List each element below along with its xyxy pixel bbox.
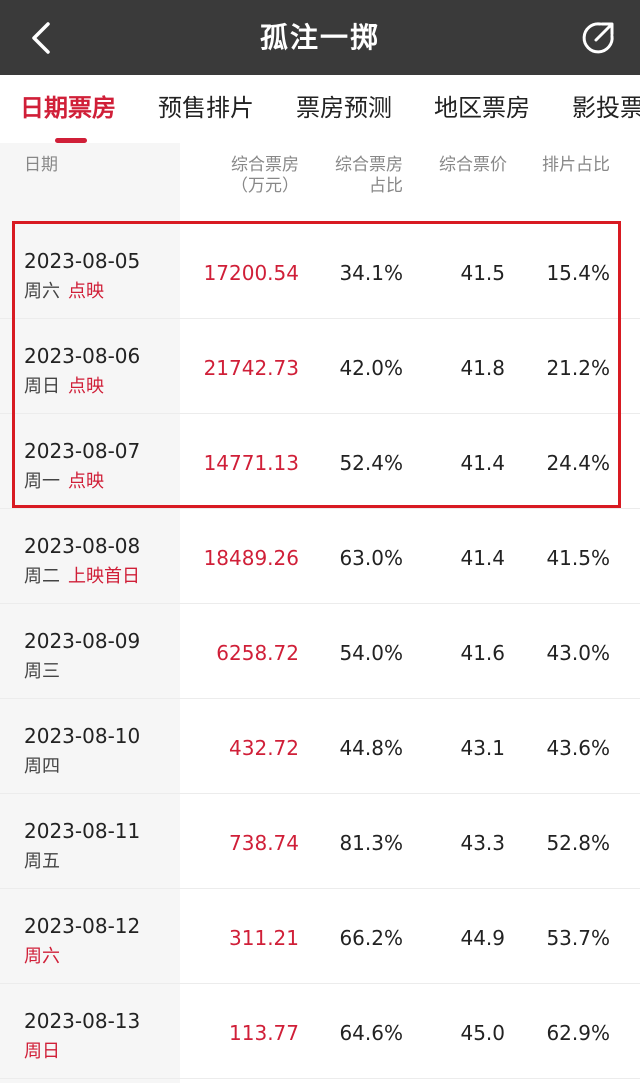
weekday-label: 周一 (24, 471, 60, 492)
row-weekday: 周二 上映首日 (24, 562, 140, 588)
share-button[interactable] (574, 14, 622, 62)
row-schedule: 52.8% (546, 831, 610, 855)
row-price: 43.1 (460, 736, 505, 760)
row-weekday: 周四 (24, 756, 60, 777)
row-price: 45.0 (460, 1021, 505, 1045)
row-share: 54.0% (339, 641, 403, 665)
weekday-label: 周日 (24, 376, 60, 397)
table-row[interactable]: 2023-08-10 周四 432.72 44.8% 43.1 43.6% (0, 698, 640, 794)
header-share: 综合票房 占比 (335, 155, 403, 197)
box-office-table: 日期 综合票房 （万元） 综合票房 占比 综合票价 排片占比 2023-08-0… (0, 143, 640, 1083)
row-box-office: 21742.73 (203, 356, 299, 380)
date-column-background (0, 143, 180, 1083)
page-title: 孤注一掷 (259, 21, 380, 54)
row-box-office: 17200.54 (203, 261, 299, 285)
row-share: 81.3% (339, 831, 403, 855)
header-avg-price: 综合票价 (439, 155, 507, 175)
table-row[interactable]: 2023-08-09 周三 6258.72 54.0% 41.6 43.0% (0, 603, 640, 699)
row-share: 66.2% (339, 926, 403, 950)
tab-bar: 日期票房 预售排片 票房预测 地区票房 影投票 (0, 75, 640, 143)
row-date: 2023-08-06 (24, 344, 141, 368)
row-weekday: 周日 点映 (24, 372, 104, 398)
row-box-office: 14771.13 (203, 451, 299, 475)
header-box-office: 综合票房 （万元） (231, 155, 299, 197)
row-schedule: 15.4% (546, 261, 610, 285)
row-box-office: 311.21 (229, 926, 299, 950)
row-weekday: 周六 点映 (24, 277, 104, 303)
weekday-label: 周六 (24, 281, 60, 302)
row-price: 41.6 (460, 641, 505, 665)
row-share: 64.6% (339, 1021, 403, 1045)
row-price: 41.4 (460, 546, 505, 570)
chevron-left-icon (32, 22, 50, 54)
row-schedule: 21.2% (546, 356, 610, 380)
row-weekday: 周一 点映 (24, 467, 104, 493)
table-row[interactable]: 2023-08-06 周日 点映 21742.73 42.0% 41.8 21.2… (0, 318, 640, 414)
row-schedule: 53.7% (546, 926, 610, 950)
row-date: 2023-08-10 (24, 724, 141, 748)
row-date: 2023-08-07 (24, 439, 141, 463)
row-date: 2023-08-13 (24, 1009, 141, 1033)
row-box-office: 738.74 (229, 831, 299, 855)
row-weekday: 周三 (24, 661, 60, 682)
row-date: 2023-08-05 (24, 249, 141, 273)
row-box-office: 6258.72 (216, 641, 299, 665)
table-row[interactable]: 2023-08-07 周一 点映 14771.13 52.4% 41.4 24.4… (0, 413, 640, 509)
row-box-office: 432.72 (229, 736, 299, 760)
table-row[interactable]: 2023-08-08 周二 上映首日 18489.26 63.0% 41.4 41… (0, 508, 640, 604)
row-share: 52.4% (339, 451, 403, 475)
row-weekday: 周五 (24, 851, 60, 872)
row-weekday: 周六 (24, 946, 60, 967)
row-note: 点映 (68, 471, 104, 492)
table-row[interactable]: 2023-08-05 周六 点映 17200.54 34.1% 41.5 15.4… (0, 223, 640, 319)
row-schedule: 62.9% (546, 1021, 610, 1045)
row-date: 2023-08-08 (24, 534, 141, 558)
row-price: 43.3 (460, 831, 505, 855)
tab-daily-box-office[interactable]: 日期票房 (20, 94, 116, 122)
row-date: 2023-08-11 (24, 819, 141, 843)
row-price: 41.5 (460, 261, 505, 285)
row-schedule: 43.6% (546, 736, 610, 760)
header-box-office-unit: （万元） (231, 176, 299, 196)
row-weekday: 周日 (24, 1041, 60, 1062)
table-row[interactable]: 2023-08-13 周日 113.77 64.6% 45.0 62.9% (0, 983, 640, 1079)
row-price: 44.9 (460, 926, 505, 950)
row-date: 2023-08-09 (24, 629, 141, 653)
header-share-line1: 综合票房 (335, 155, 403, 175)
row-share: 63.0% (339, 546, 403, 570)
weekday-label: 周二 (24, 566, 60, 587)
row-box-office: 113.77 (229, 1021, 299, 1045)
tab-regional-box-office[interactable]: 地区票房 (434, 94, 530, 122)
active-tab-indicator (55, 138, 87, 143)
header-box-office-label: 综合票房 (231, 155, 299, 175)
row-price: 41.4 (460, 451, 505, 475)
tab-presale-schedule[interactable]: 预售排片 (158, 94, 254, 122)
table-row[interactable]: 2023-08-12 周六 311.21 66.2% 44.9 53.7% (0, 888, 640, 984)
row-schedule: 43.0% (546, 641, 610, 665)
table-row[interactable]: 2023-08-11 周五 738.74 81.3% 43.3 52.8% (0, 793, 640, 889)
row-share: 34.1% (339, 261, 403, 285)
row-note: 上映首日 (68, 566, 140, 587)
row-share: 42.0% (339, 356, 403, 380)
header-date: 日期 (24, 155, 58, 175)
row-note: 点映 (68, 281, 104, 302)
top-bar: 孤注一掷 (0, 0, 640, 75)
back-button[interactable] (18, 12, 66, 64)
row-price: 41.8 (460, 356, 505, 380)
row-box-office: 18489.26 (203, 546, 299, 570)
row-schedule: 41.5% (546, 546, 610, 570)
table-header: 日期 综合票房 （万元） 综合票房 占比 综合票价 排片占比 (0, 143, 640, 213)
tab-box-office-forecast[interactable]: 票房预测 (296, 94, 392, 122)
header-share-line2: 占比 (369, 176, 403, 196)
share-icon (582, 22, 614, 54)
row-date: 2023-08-12 (24, 914, 141, 938)
row-note: 点映 (68, 376, 104, 397)
row-schedule: 24.4% (546, 451, 610, 475)
row-share: 44.8% (339, 736, 403, 760)
header-schedule-share: 排片占比 (542, 155, 610, 175)
tab-cinema-investment[interactable]: 影投票 (572, 94, 640, 122)
